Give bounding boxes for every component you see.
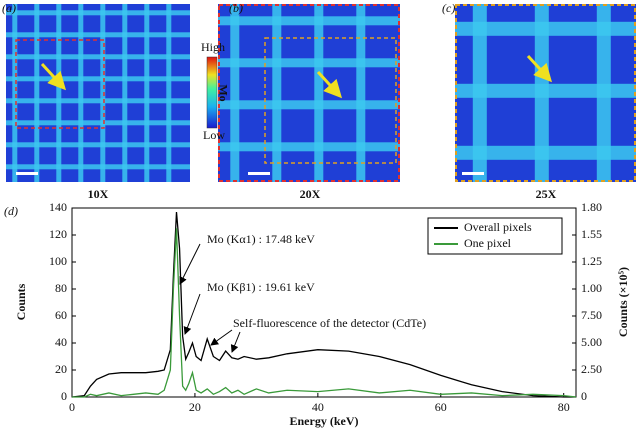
panel-label: (c) [442,1,455,15]
x-tick-label: 40 [312,400,324,414]
x-tick-label: 20 [189,400,201,414]
y2-tick-label: 1.80 [581,200,602,214]
map-line [455,21,636,36]
y2-tick-label: 1.25 [581,254,602,268]
legend-label: One pixel [464,236,512,250]
series-line [71,211,576,398]
map-line [218,58,400,68]
plot: 0 20 40 60 80 0 20 40 60 80 100 120 140 0 2.50 5.00 7.50… [49,200,602,414]
map-line [122,4,128,182]
y-tick-label: 20 [55,362,67,376]
annotation: Mo (Kβ1) : 19.61 keV [207,280,315,294]
map-line [272,4,282,182]
panel-caption: 10X [88,187,109,201]
map-border [455,4,636,182]
map-line [314,4,324,182]
map-line [6,54,190,60]
map-line [100,4,106,182]
map-line [218,100,400,110]
y-tick-label: 80 [55,281,67,295]
scale-bar [248,172,270,175]
map-line [6,10,190,16]
map-line [455,145,636,160]
images [6,4,636,182]
panel-caption: 25X [536,187,557,201]
annotation: Self-fluorescence of the detector (CdTe) [233,316,426,330]
zoom-box [264,37,397,164]
colorbar-low: Low [203,128,225,142]
map-line [218,142,400,152]
scale-bar [16,172,38,175]
series-line [72,228,577,398]
x-tick-label: 80 [558,400,570,414]
y-tick-label: 140 [49,200,67,214]
colorbar-label: Mo [216,84,230,101]
map-line [78,4,84,182]
map-line [56,4,62,182]
legend-label: Overall pixels [464,220,532,234]
y2-tick-label: 2.50 [581,362,602,376]
map-line [455,83,636,98]
map-line [166,4,172,182]
pointer-arrow [526,54,553,83]
pointer-arrow [316,70,343,99]
map-image [218,4,400,182]
scale-bar [462,172,484,175]
panel-label: (d) [4,204,18,218]
map-border [218,4,400,182]
colorbar-high: High [201,40,225,54]
y2-tick-label: 5.00 [581,335,602,349]
legend-box [427,217,563,255]
colorbar [206,56,218,129]
map-line [6,32,190,38]
plot-frame [71,207,577,398]
y-tick-label: 120 [49,227,67,241]
map-line [144,4,150,182]
panel-label: (a) [2,1,16,15]
y2-tick-label: 0 [581,389,587,403]
map-line [6,76,190,82]
y-tick-label: 100 [49,254,67,268]
map-line [6,98,190,104]
annotation-arrows [179,243,241,353]
map-line [12,4,18,182]
y2-tick-label: 1.00 [581,281,602,295]
x-tick-label: 60 [435,400,447,414]
map-image [6,4,190,182]
map-line [218,16,400,26]
y-axis-label: Counts [14,283,28,320]
panel-label: (b) [229,1,243,15]
map-line [356,4,366,182]
map-line [6,120,190,126]
y2-axis-label: Counts (×10⁵) [616,267,630,337]
map-line [230,4,240,182]
pointer-arrow [40,62,67,91]
zoom-box [15,39,105,129]
y-tick-label: 60 [55,308,67,322]
panel-caption: 20X [300,187,321,201]
annotation: Mo (Kα1) : 17.48 keV [207,232,315,246]
x-axis-label: Energy (keV) [290,414,359,428]
y-tick-label: 0 [61,389,67,403]
map-line [6,164,190,170]
y2-tick-label: 1.55 [581,227,602,241]
y2-tick-label: 7.50 [581,308,602,322]
x-tick-label: 0 [69,400,75,414]
map-line [34,4,40,182]
map-line [6,142,190,148]
y-tick-label: 40 [55,335,67,349]
